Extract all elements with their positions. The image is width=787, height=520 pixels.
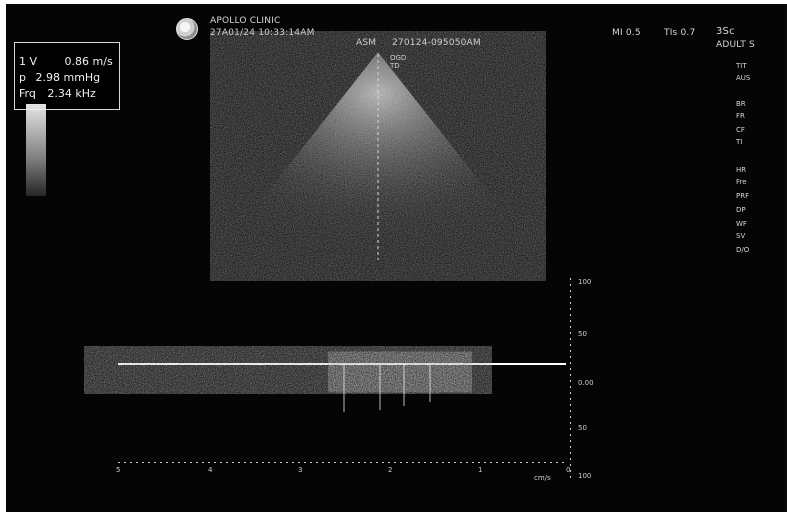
doppler-spectrum xyxy=(118,350,460,390)
velocity-units: cm/s xyxy=(534,474,551,482)
doppler-scale-line xyxy=(570,278,571,478)
patient-id: 270124-095050AM xyxy=(392,38,481,48)
param-7: Fre xyxy=(736,178,747,186)
time-axis xyxy=(118,462,568,463)
time-tick-3: 3 xyxy=(298,466,303,474)
time-tick-2: 2 xyxy=(388,466,393,474)
param-0: TIT xyxy=(736,62,747,70)
spectrum-noise-2 xyxy=(340,355,460,389)
image-border-top xyxy=(0,0,787,4)
scale-label-mid-top: 50 xyxy=(578,330,587,338)
scale-label-top: 100 xyxy=(578,278,592,286)
param-1: AUS xyxy=(736,74,751,82)
image-border-left xyxy=(0,0,6,520)
preset-name: ADULT S xyxy=(716,40,755,50)
image-border-bottom xyxy=(0,512,787,520)
exam-datetime: 27A01/24 10:33:14AM xyxy=(210,28,315,38)
param-3: FR xyxy=(736,112,745,120)
patient-id-label: ASM xyxy=(356,38,377,48)
param-2: BR xyxy=(736,100,746,108)
mechanical-index: MI 0.5 xyxy=(612,28,641,38)
doppler-measurement-box: 1 V 0.86 m/s p 2.98 mmHg Frq 2.34 kHz xyxy=(14,42,120,110)
param-8: PRF xyxy=(736,192,750,200)
param-4: CF xyxy=(736,126,745,134)
time-tick-1: 1 xyxy=(478,466,483,474)
measurement-frequency: Frq 2.34 kHz xyxy=(19,87,96,100)
param-9: DP xyxy=(736,206,746,214)
scale-label-zero: 0.00 xyxy=(578,379,594,387)
grayscale-bar xyxy=(26,104,46,196)
param-12: D/O xyxy=(736,246,750,254)
param-11: SV xyxy=(736,232,746,240)
time-tick-5: 5 xyxy=(116,466,121,474)
scale-label-bottom: 100 xyxy=(578,472,592,480)
ge-logo-icon xyxy=(176,18,198,40)
time-tick-0: 0 xyxy=(566,466,571,474)
param-10: WF xyxy=(736,220,747,228)
scale-label-mid-bottom: 50 xyxy=(578,424,587,432)
measurement-velocity: 1 V 0.86 m/s xyxy=(19,55,113,68)
thermal-index: TIs 0.7 xyxy=(664,28,696,38)
time-tick-4: 4 xyxy=(208,466,213,474)
param-5: TI xyxy=(736,138,743,146)
measurement-pressure: p 2.98 mmHg xyxy=(19,71,101,84)
sector-top-marker: OGD TD xyxy=(390,54,407,70)
param-6: HR xyxy=(736,166,747,174)
probe-name: 3Sc xyxy=(716,26,735,37)
spectrum-markers xyxy=(343,364,431,412)
clinic-name: APOLLO CLINIC xyxy=(210,16,281,26)
